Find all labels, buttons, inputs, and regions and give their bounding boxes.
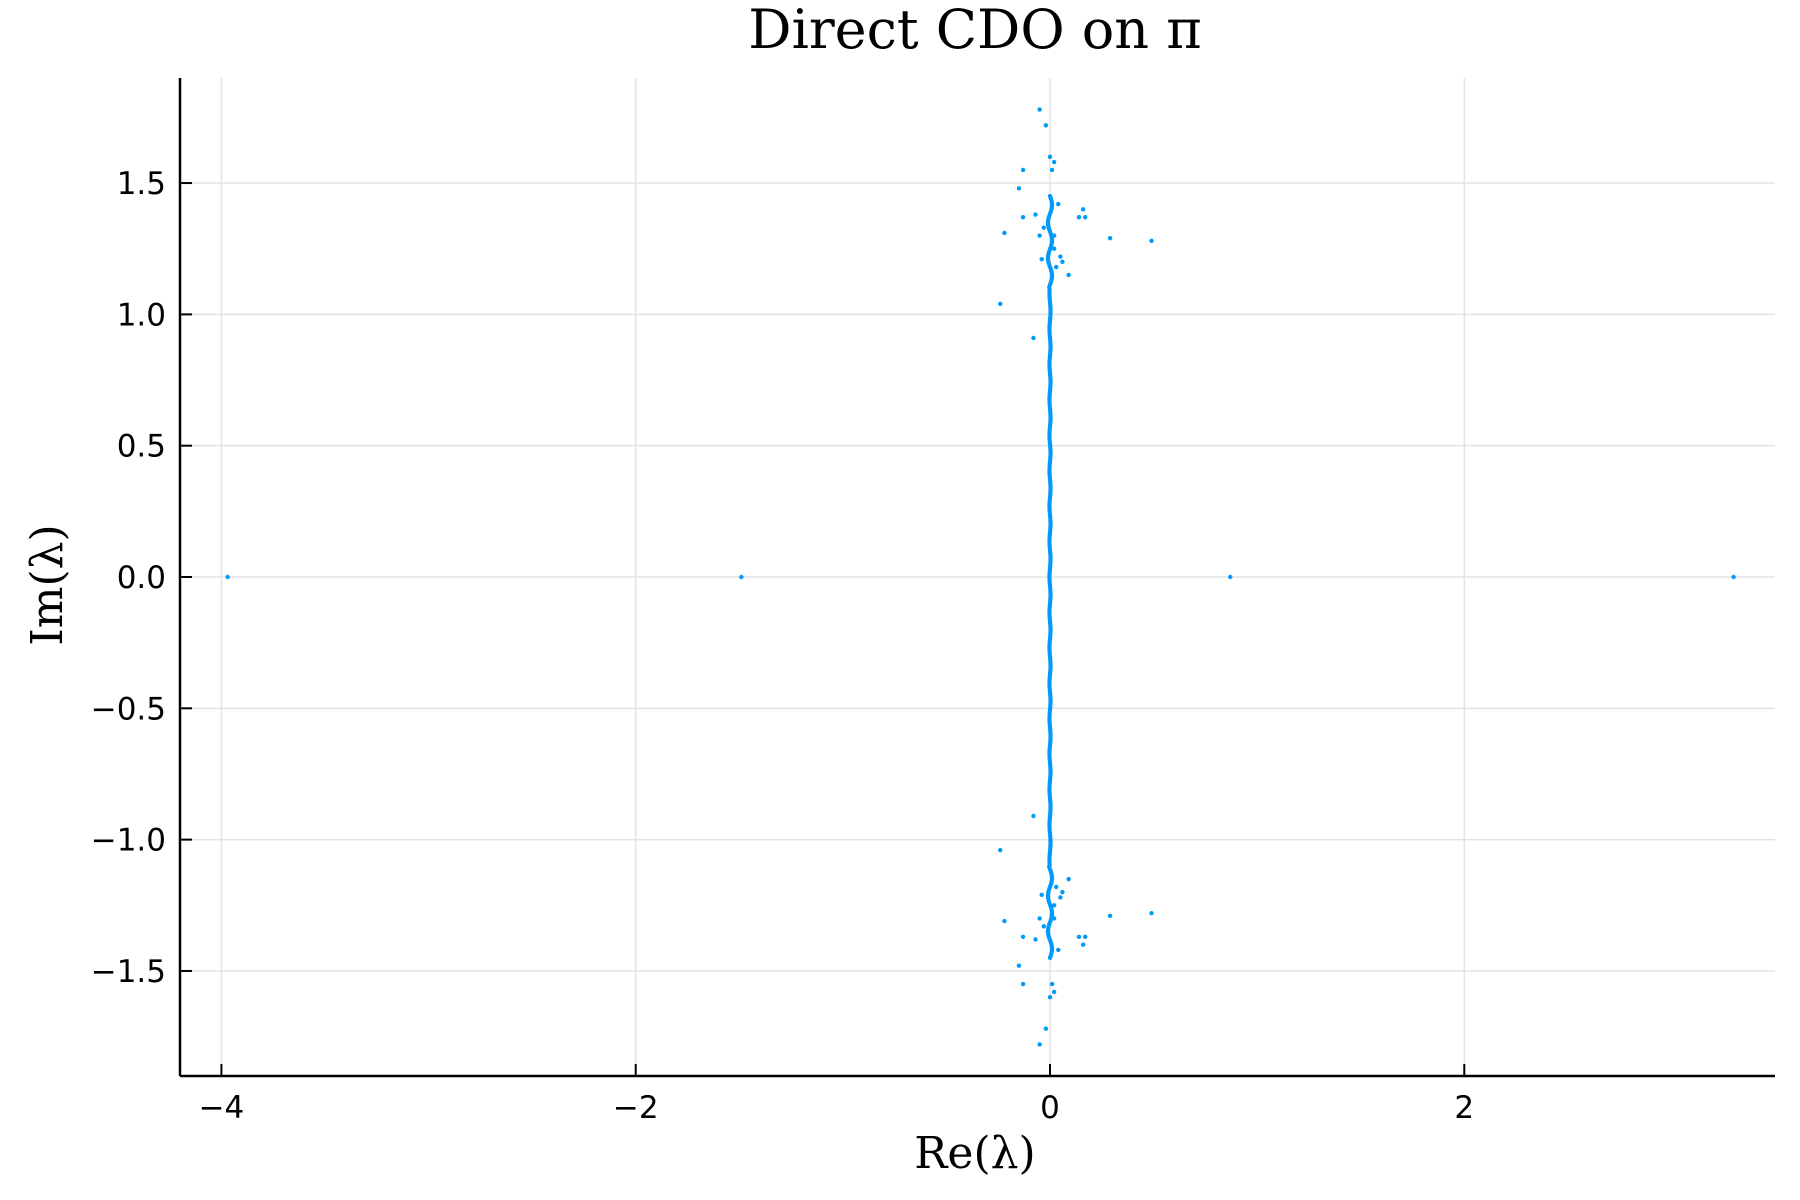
data-point <box>1080 207 1086 212</box>
data-point <box>1054 264 1059 270</box>
data-point <box>1051 989 1057 995</box>
data-point <box>1043 123 1049 128</box>
x-ticks: −4 −2 0 2 <box>199 1064 1474 1126</box>
data-point <box>1020 934 1026 940</box>
y-axis-label: Im(λ) <box>22 524 73 645</box>
data-point <box>1031 335 1036 341</box>
x-axis-label: Re(λ) <box>914 1128 1035 1179</box>
data-point <box>1051 246 1057 251</box>
data-point <box>1066 272 1071 278</box>
data-point <box>1051 903 1057 908</box>
data-point <box>1056 201 1061 207</box>
data-point <box>1080 942 1086 947</box>
data-point <box>998 847 1003 853</box>
data-point <box>1016 186 1022 191</box>
x-tick-label: −2 <box>613 1090 659 1126</box>
y-tick-label: 1.5 <box>117 166 166 202</box>
data-point <box>1054 884 1059 890</box>
data-point <box>1076 934 1082 940</box>
data-point <box>998 301 1003 307</box>
data-point <box>1039 892 1044 897</box>
data-point <box>1731 574 1736 580</box>
x-tick-label: 2 <box>1454 1090 1474 1126</box>
data-point <box>1020 167 1026 173</box>
data-point <box>1033 212 1038 217</box>
data-point <box>1020 214 1026 220</box>
data-point <box>1039 257 1044 262</box>
data-point <box>1060 259 1065 265</box>
data-point <box>1033 937 1038 942</box>
data-points <box>225 107 1736 1047</box>
data-point <box>1031 813 1036 819</box>
data-point <box>1066 876 1071 882</box>
data-point <box>739 574 744 580</box>
data-point <box>1016 963 1022 968</box>
data-point <box>1083 214 1088 220</box>
y-tick-label: −0.5 <box>91 691 166 727</box>
data-point <box>1037 1042 1042 1047</box>
y-tick-label: 0.0 <box>117 560 166 596</box>
data-point <box>1041 225 1046 230</box>
data-point <box>1049 167 1055 173</box>
data-point <box>1149 910 1154 916</box>
data-point <box>1037 916 1042 921</box>
data-point <box>1149 238 1154 244</box>
data-point <box>1002 230 1007 236</box>
y-tick-label: 0.5 <box>117 429 166 465</box>
data-point <box>1047 154 1053 159</box>
data-point <box>1049 981 1055 987</box>
y-ticks: −1.5 −1.0 −0.5 0.0 0.5 1.0 1.5 <box>91 166 192 990</box>
data-point <box>1002 918 1007 924</box>
data-point <box>1076 214 1082 220</box>
x-tick-label: 0 <box>1040 1090 1060 1126</box>
data-point <box>1047 193 1053 199</box>
data-point <box>1020 981 1026 987</box>
data-point <box>1041 924 1046 929</box>
data-point <box>225 574 230 580</box>
data-point <box>1058 895 1063 900</box>
data-point <box>1037 233 1042 238</box>
y-tick-label: −1.0 <box>91 823 166 859</box>
data-point <box>1043 1026 1049 1031</box>
data-point <box>1060 889 1065 895</box>
y-tick-label: 1.0 <box>117 297 166 333</box>
y-tick-label: −1.5 <box>91 954 166 990</box>
data-point <box>1037 107 1042 112</box>
data-point <box>1058 254 1063 259</box>
data-point <box>1051 159 1057 165</box>
data-point <box>1083 934 1088 940</box>
data-point <box>1047 995 1053 1000</box>
x-tick-label: −4 <box>199 1090 245 1126</box>
grid-lines <box>180 78 1775 1076</box>
chart-title: Direct CDO on π <box>748 0 1201 61</box>
data-point <box>1107 236 1113 241</box>
data-point <box>1228 574 1233 580</box>
data-point <box>1107 913 1113 918</box>
data-point <box>1056 947 1061 953</box>
